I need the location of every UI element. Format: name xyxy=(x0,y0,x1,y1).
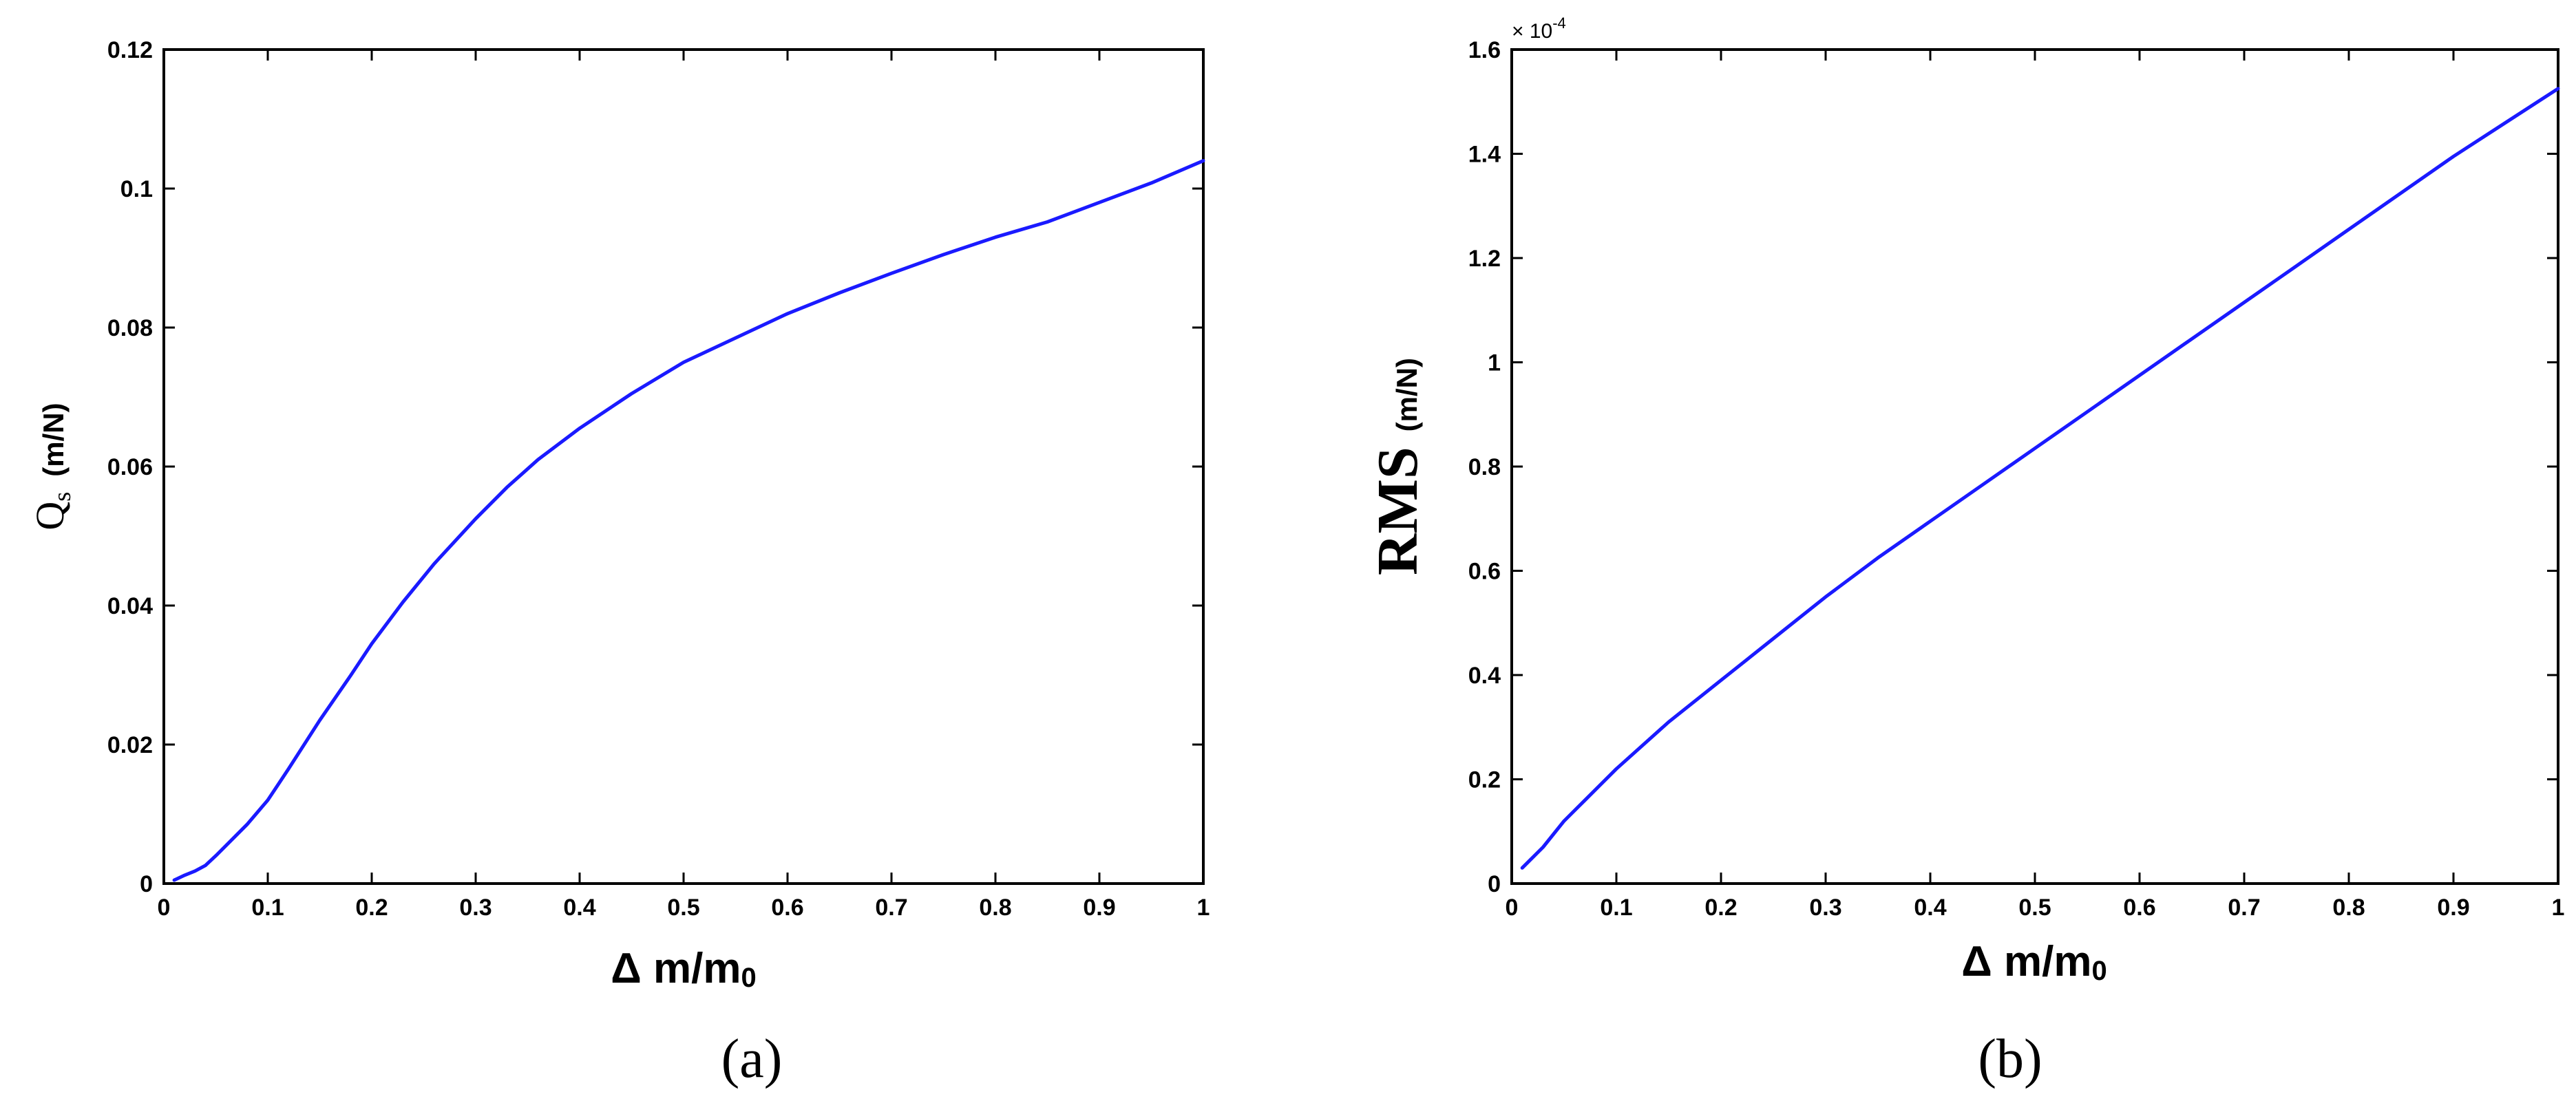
svg-text:RMS(m/N): RMS(m/N) xyxy=(1366,358,1430,575)
x-tick-label: 0.3 xyxy=(1809,895,1841,921)
x-tick-label: 0.1 xyxy=(251,895,284,921)
x-tick-label: 0.7 xyxy=(875,895,907,921)
x-tick-label: 0.4 xyxy=(1914,895,1946,921)
y-tick-label: 0.12 xyxy=(107,37,153,63)
y-tick-label: 0.6 xyxy=(1468,559,1501,585)
y-tick-label: 0.06 xyxy=(107,454,153,480)
x-tick-label: 0.9 xyxy=(1083,895,1115,921)
chart-panel-b: 0 0.1 0.2 0.3 0.4 0.5 0.6 0.7 0.8 0.9 1 0 0.2 0.4 0.6 0… xyxy=(1366,14,2564,1089)
y-axis-label-b: RMS(m/N) xyxy=(1366,358,1430,575)
y-tick-label: 0.04 xyxy=(107,593,153,619)
y-tick-label: 0.4 xyxy=(1468,663,1501,689)
x-axis-label-a: Δ m/m0 xyxy=(611,945,757,993)
y-tick-label: 1.4 xyxy=(1468,142,1501,168)
y-tick-label: 0 xyxy=(1488,871,1501,897)
x-tick-label: 0.2 xyxy=(355,895,388,921)
y-tick-label: 1.2 xyxy=(1468,246,1501,272)
series-line-a xyxy=(172,159,1205,882)
axis-ticks-b: 0 0.1 0.2 0.3 0.4 0.5 0.6 0.7 0.8 0.9 1 0 0.2 0.4 0.6 0… xyxy=(1468,37,2565,921)
series-group-b xyxy=(1520,87,2560,870)
x-tick-label: 0.9 xyxy=(2437,895,2469,921)
x-tick-label: 0.6 xyxy=(2123,895,2155,921)
svg-text:Qs(m/N): Qs(m/N) xyxy=(28,403,76,530)
y-tick-label: 0.2 xyxy=(1468,767,1501,793)
x-tick-label: 0 xyxy=(158,895,171,921)
panel-label-b: (b) xyxy=(1978,1029,2042,1089)
x-tick-label: 0.8 xyxy=(2332,895,2365,921)
x-tick-label: 0.1 xyxy=(1600,895,1632,921)
x-axis-label-b: Δ m/m0 xyxy=(1961,938,2107,986)
y-tick-label: 1.6 xyxy=(1468,37,1501,63)
series-line-b xyxy=(1520,87,2560,870)
y-tick-label: 0.08 xyxy=(107,315,153,341)
x-tick-label: 0.3 xyxy=(459,895,492,921)
x-tick-label: 0.4 xyxy=(563,895,595,921)
x-tick-label: 0 xyxy=(1506,895,1519,921)
y-tick-label: 0.8 xyxy=(1468,454,1501,480)
y-tick-label: 1 xyxy=(1488,350,1501,376)
x-tick-label: 0.5 xyxy=(2018,895,2051,921)
x-tick-label: 0.5 xyxy=(667,895,699,921)
y-tick-label: 0 xyxy=(140,871,153,897)
series-group-a xyxy=(172,159,1205,882)
plot-frame-a xyxy=(162,48,1205,885)
chart-panel-a: 0 0.1 0.2 0.3 0.4 0.5 0.6 0.7 0.8 0.9 1 0 0.02 0.04 0.… xyxy=(28,37,1210,1089)
x-tick-label: 0.2 xyxy=(1704,895,1737,921)
x-tick-label: 0.7 xyxy=(2228,895,2260,921)
plot-frame-b xyxy=(1510,48,2559,885)
y-axis-multiplier-b: × 10-4 xyxy=(1512,14,1566,43)
y-tick-label: 0.1 xyxy=(120,176,153,202)
x-tick-label: 1 xyxy=(2552,895,2565,921)
x-tick-label: 0.8 xyxy=(979,895,1011,921)
panel-label-a: (a) xyxy=(721,1029,783,1089)
x-tick-label: 1 xyxy=(1197,895,1210,921)
y-axis-label-a: Qs(m/N) xyxy=(28,403,76,530)
axis-ticks-a: 0 0.1 0.2 0.3 0.4 0.5 0.6 0.7 0.8 0.9 1 0 0.02 0.04 0.… xyxy=(107,37,1210,921)
x-tick-label: 0.6 xyxy=(771,895,803,921)
y-tick-label: 0.02 xyxy=(107,732,153,758)
